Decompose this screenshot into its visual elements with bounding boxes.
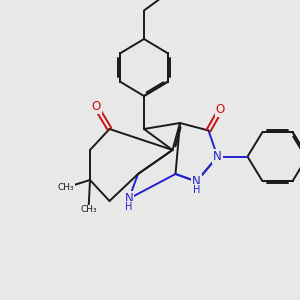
Text: H: H [193, 184, 200, 195]
Text: N: N [213, 150, 222, 163]
Text: O: O [216, 103, 225, 116]
Text: N: N [124, 192, 134, 205]
Text: CH₃: CH₃ [80, 206, 97, 214]
Text: CH₃: CH₃ [58, 183, 74, 192]
Text: H: H [125, 202, 133, 212]
Text: N: N [192, 175, 201, 188]
Text: O: O [92, 100, 100, 113]
